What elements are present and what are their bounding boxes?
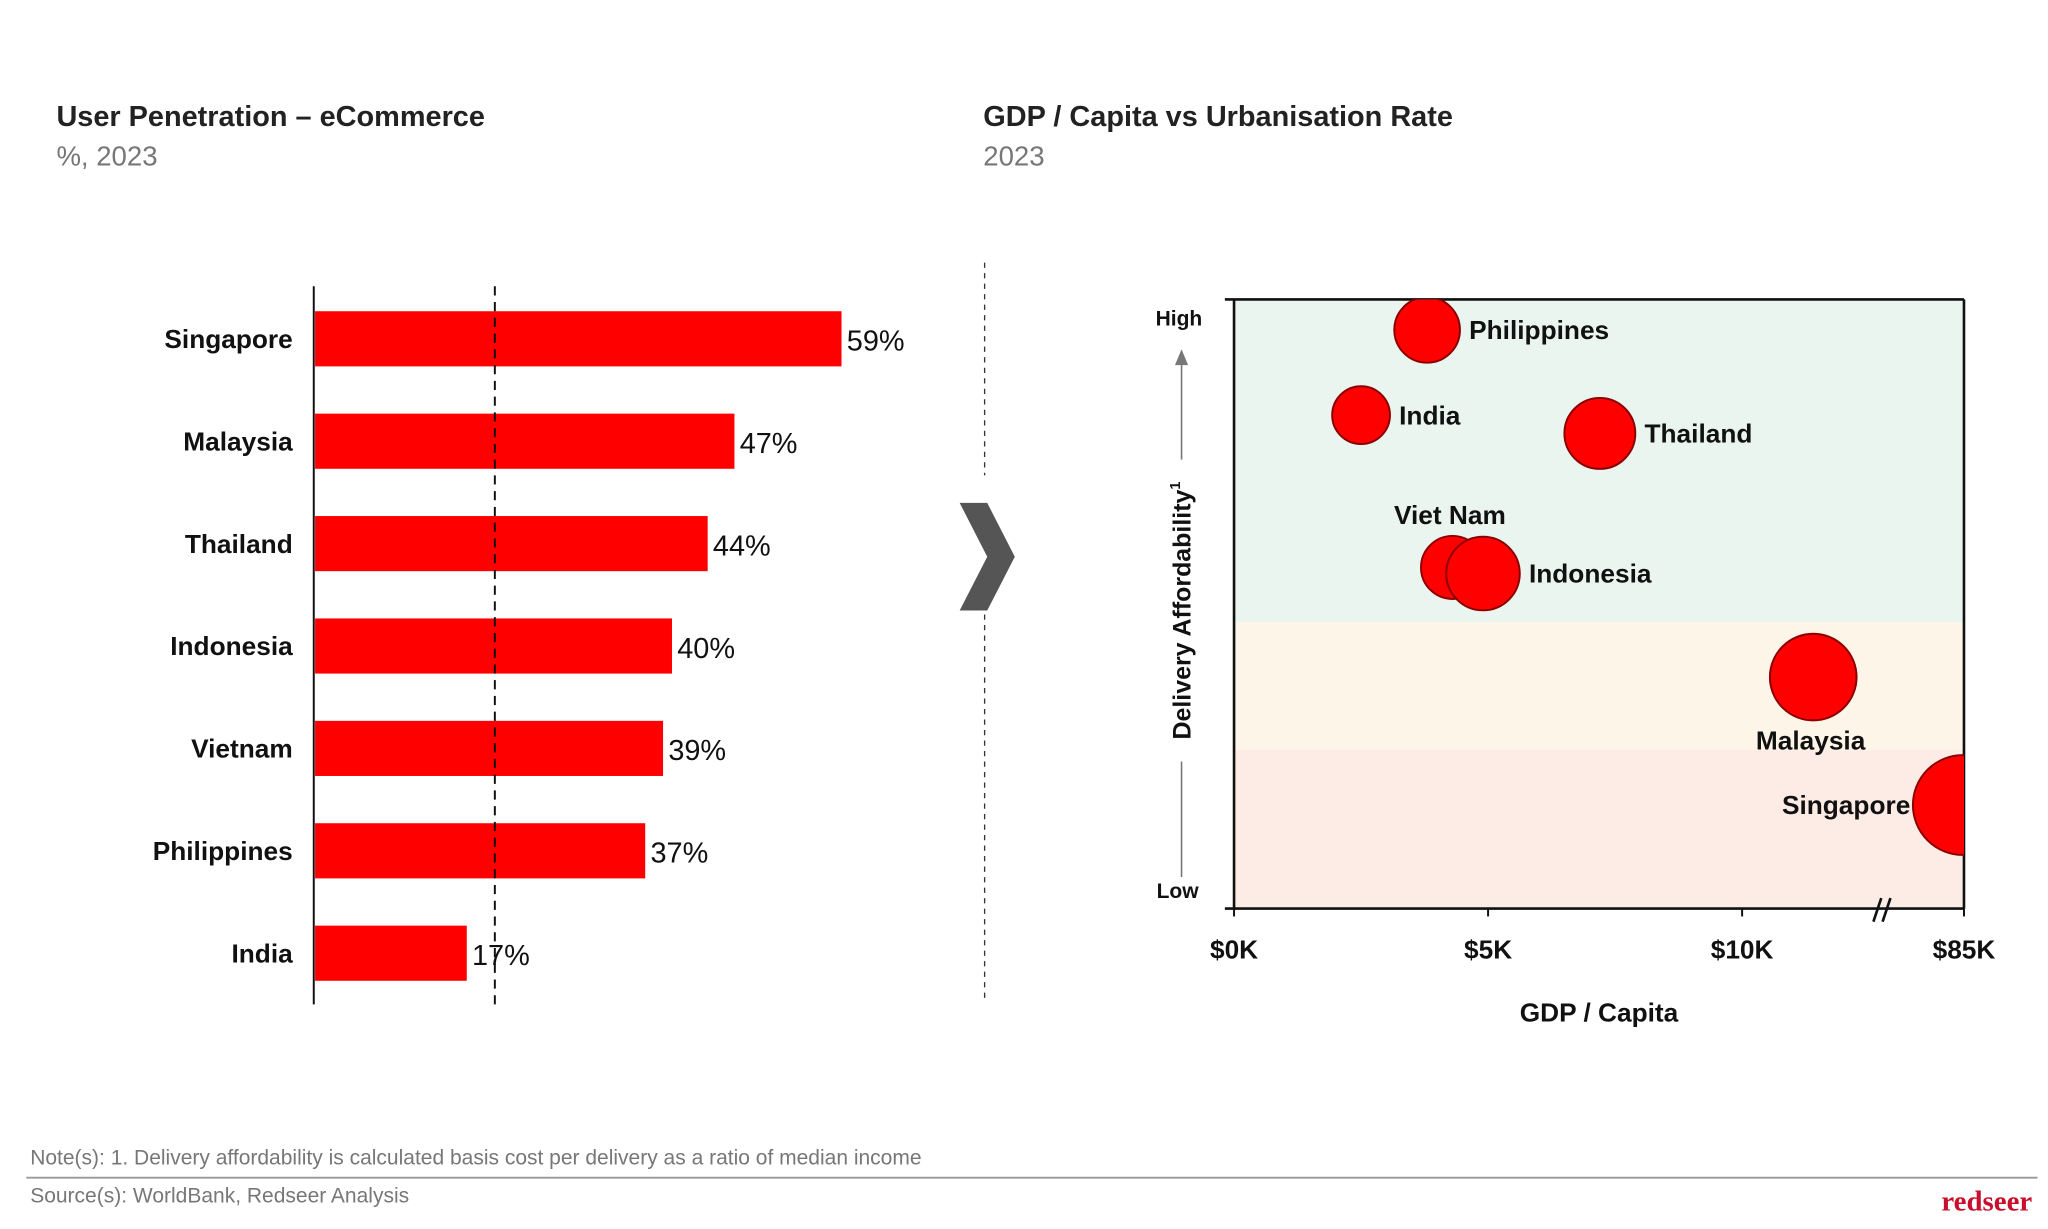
bubble [1331, 385, 1391, 446]
bar-value-label: 59% [847, 326, 905, 358]
bar-value-label: 17% [472, 940, 530, 972]
y-low-label: Low [1157, 880, 1200, 903]
bar-chart-subtitle: %, 2023 [56, 141, 157, 172]
bubble-label: Thailand [1644, 419, 1752, 449]
footnote: Note(s): 1. Delivery affordability is ca… [30, 1147, 921, 1170]
scatter-chart-subtitle: 2023 [983, 141, 1044, 172]
bar [315, 311, 842, 367]
chevron-right-icon [959, 502, 1015, 611]
bar [315, 823, 646, 879]
bar-value-label: 39% [668, 735, 726, 767]
bar-chart: Singapore 59% Malaysia 47% Thailand 44% Indone… [153, 286, 905, 1005]
bar-category-label: Indonesia [170, 631, 293, 661]
scatter-chart: $0K $5K $10K $85K GDP / Capita High Low Deliver… [1156, 298, 1996, 1027]
x-tick-label: $5K [1464, 934, 1512, 964]
bubbles [1331, 299, 1964, 856]
bar-value-label: 40% [677, 633, 735, 665]
bubble [1445, 535, 1521, 612]
y-axis-title: Delivery Affordability1 [1168, 482, 1197, 740]
bar [315, 516, 708, 572]
scatter-chart-title: GDP / Capita vs Urbanisation Rate [983, 101, 1453, 133]
bubble-label: Viet Nam [1394, 500, 1506, 530]
x-tick-label: $10K [1711, 934, 1774, 964]
axis-break-icon [1872, 897, 1892, 923]
bar-value-label: 37% [650, 838, 708, 870]
arrow-up-icon [1174, 349, 1189, 366]
bar-category-label: Thailand [185, 529, 293, 559]
bar [315, 720, 664, 776]
bubble [1911, 754, 1964, 856]
redseer-logo: redseer [1941, 1186, 2032, 1218]
y-high-label: High [1156, 308, 1203, 331]
bar [315, 413, 735, 469]
y-axis-title-text: Delivery Affordability [1169, 490, 1197, 740]
bubble-label: Philippines [1469, 315, 1609, 345]
y-axis-title-superscript: 1 [1168, 482, 1184, 490]
bar-category-label: Malaysia [183, 426, 293, 456]
bubble-label: Malaysia [1756, 725, 1866, 755]
bar-value-label: 44% [713, 530, 771, 562]
x-tick-label: $85K [1933, 934, 1996, 964]
x-axis-title: GDP / Capita [1520, 997, 1679, 1027]
bar-category-label: India [231, 938, 293, 968]
bar [315, 925, 467, 981]
bubble [1768, 632, 1858, 722]
affordability-band [1234, 750, 1964, 909]
bar-category-label: Singapore [164, 324, 292, 354]
bubble-label: India [1399, 400, 1461, 430]
bubble [1393, 299, 1461, 364]
bar-value-label: 47% [740, 428, 798, 460]
bar-category-label: Philippines [153, 836, 293, 866]
bar-chart-title: User Penetration – eCommerce [56, 101, 485, 133]
bubble-label: Singapore [1782, 790, 1910, 820]
bar [315, 618, 672, 674]
x-tick-label: $0K [1210, 934, 1258, 964]
source-note: Source(s): WorldBank, Redseer Analysis [30, 1185, 409, 1208]
bar-category-label: Vietnam [191, 734, 293, 764]
bubble-label: Indonesia [1529, 559, 1652, 589]
bubble [1563, 397, 1637, 470]
